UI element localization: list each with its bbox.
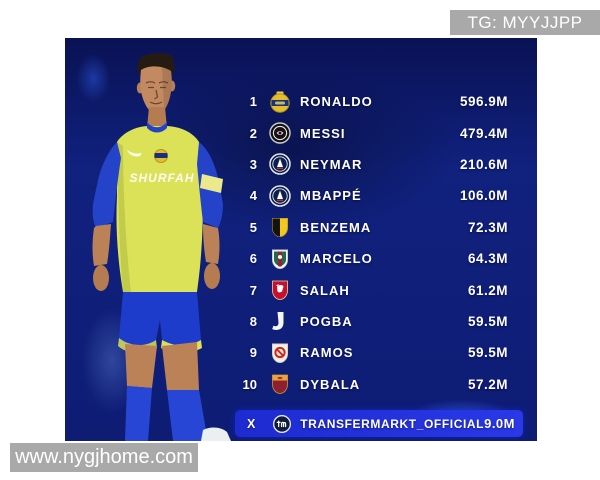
player-jersey	[116, 126, 203, 292]
brand-swoosh-icon	[127, 150, 142, 157]
table-row: 6 MARCELO 64.3M	[231, 243, 508, 274]
table-row: 2 MESSI 479.4M	[231, 117, 508, 148]
table-row: 3 NEYMAR 210.6M	[231, 149, 508, 180]
rank-number: 1	[249, 94, 257, 110]
player-name: NEYMAR	[300, 156, 363, 172]
table-row: 9 RAMOS 59.5M	[231, 337, 508, 368]
psg-crest-icon	[268, 184, 292, 208]
rank-number: 10	[242, 376, 257, 392]
rank-number: 2	[249, 125, 257, 141]
ranking-graphic: SHURFAH 1 RONALDO 596.9M 2	[65, 38, 537, 441]
table-row: 10 DYBALA 57.2M	[231, 369, 508, 400]
juventus-crest-icon	[268, 309, 292, 333]
table-row: 7 SALAH 61.2M	[231, 274, 508, 305]
player-name: RAMOS	[300, 345, 354, 361]
account-name: TRANSFERMARKT_OFFICIAL	[300, 416, 485, 431]
player-name: SALAH	[300, 282, 350, 298]
jersey-collar	[147, 122, 167, 133]
player-sock	[125, 386, 152, 441]
al-ittihad-crest-icon	[268, 215, 292, 239]
table-row: 1 RONALDO 596.9M	[231, 86, 508, 117]
followers-value: 9.0M	[484, 416, 515, 431]
followers-value: 57.2M	[467, 376, 508, 392]
followers-value: 61.2M	[467, 282, 508, 298]
fluminense-crest-icon	[268, 247, 292, 271]
table-row: 4 MBAPPÉ 106.0M	[231, 180, 508, 211]
rank-number: 7	[249, 282, 257, 298]
roma-crest-icon	[268, 372, 292, 396]
player-shorts	[119, 292, 201, 346]
followers-value: 479.4M	[459, 125, 508, 141]
website-watermark-text: www.nygjhome.com	[15, 446, 193, 468]
rank-number: 8	[249, 313, 257, 329]
transfermarkt-footer-row: X TRANSFERMARKT_OFFICIAL 9.0M	[235, 410, 523, 437]
table-row: 8 POGBA 59.5M	[231, 306, 508, 337]
followers-value: 210.6M	[459, 156, 508, 172]
rank-number: X	[246, 416, 256, 431]
psg-crest-icon	[268, 152, 292, 176]
jersey-sleeve	[92, 142, 121, 228]
player-name: DYBALA	[300, 376, 361, 392]
player-name: MESSI	[300, 125, 346, 141]
telegram-watermark: TG: MYYJJPP	[450, 10, 600, 35]
transfermarkt-logo-icon	[272, 414, 292, 434]
rank-number: 3	[249, 156, 257, 172]
website-watermark: www.nygjhome.com	[10, 443, 198, 472]
jersey-sponsor-text: SHURFAH	[129, 171, 194, 185]
sevilla-crest-icon	[268, 341, 292, 365]
player-shoe	[201, 427, 231, 441]
player-sock	[167, 390, 211, 441]
followers-value: 64.3M	[467, 251, 508, 267]
player-name: BENZEMA	[300, 219, 372, 235]
rank-number: 6	[249, 251, 257, 267]
followers-value: 59.5M	[467, 345, 508, 361]
followers-value: 106.0M	[459, 188, 508, 204]
al-nassr-crest-icon	[268, 90, 292, 114]
inter-miami-crest-icon	[268, 121, 292, 145]
followers-ranking-list: 1 RONALDO 596.9M 2 MESSI 479.4M 3	[231, 86, 508, 400]
followers-value: 72.3M	[467, 219, 508, 235]
liverpool-crest-icon	[268, 278, 292, 302]
player-name: POGBA	[300, 313, 353, 329]
rank-number: 5	[249, 219, 257, 235]
player-name: RONALDO	[300, 94, 373, 110]
followers-value: 596.9M	[459, 94, 508, 110]
ronaldo-player-image: SHURFAH	[92, 53, 231, 441]
followers-value: 59.5M	[467, 313, 508, 329]
rank-number: 4	[249, 188, 257, 204]
table-row: 5 BENZEMA 72.3M	[231, 212, 508, 243]
player-name: MBAPPÉ	[300, 188, 362, 204]
telegram-watermark-text: TG: MYYJJPP	[467, 12, 583, 32]
rank-number: 9	[249, 345, 257, 361]
player-name: MARCELO	[300, 251, 373, 267]
captain-armband	[200, 174, 223, 193]
